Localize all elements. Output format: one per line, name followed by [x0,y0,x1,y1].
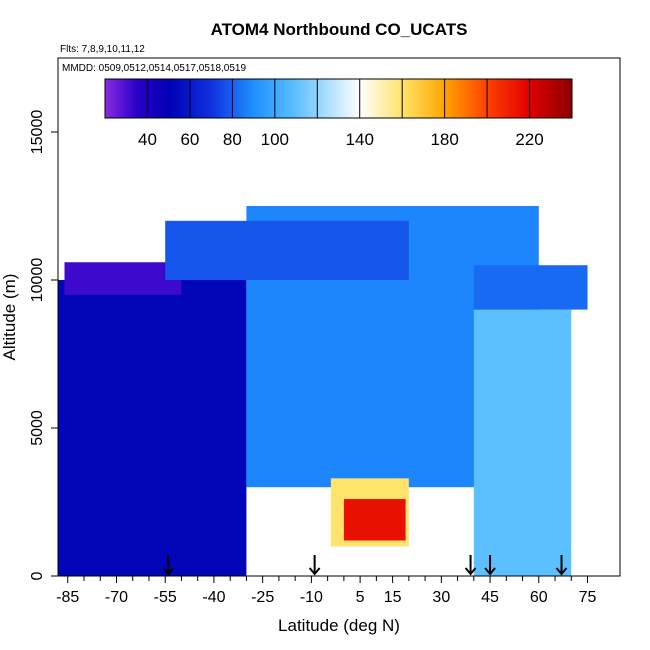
x-tick-label: -85 [56,589,79,606]
x-tick-label: 45 [481,589,499,606]
profile-marker-arrowhead [464,567,477,576]
y-tick-label: 0 [29,571,46,580]
x-tick-label: -55 [154,589,177,606]
heatmap-region-southern-high-latitudes [58,280,247,576]
heatmap-region-southern-upper-troposphere [64,262,182,295]
x-tick-label: 15 [384,589,402,606]
profile-markers [162,555,568,576]
heatmap-region-tropical-boundary-layer-plume-core [343,499,406,541]
colorbar: 40 60 80 100 140 180 220 [104,78,573,149]
colorbar-tick-label: 80 [223,130,242,149]
x-tick-label: -40 [202,589,225,606]
flights-label: Flts: 7,8,9,10,11,12 [60,44,145,55]
plot-frame [57,57,621,577]
colorbar-tick-label: 60 [180,130,199,149]
dates-label: MMDD: 0509,0512,0514,0517,0518,0519 [62,63,246,74]
x-tick-label: -25 [251,589,274,606]
x-tick-label: 75 [579,589,597,606]
y-tick-label: 5000 [29,410,46,446]
colorbar-tick-label: 140 [346,130,374,149]
x-tick-label: -10 [300,589,323,606]
heatmap-region-northern-upper-troposphere [473,265,588,310]
profile-marker-arrowhead [308,567,321,576]
y-tick-label: 15000 [29,110,46,155]
x-axis-label: Latitude (deg N) [278,616,400,635]
profile-marker-arrowhead [484,567,496,576]
heatmap-region-northern-midlatitudes [473,309,572,576]
heatmap-field [58,206,588,576]
colorbar-tick-label: 40 [138,130,157,149]
colorbar-tick-label: 220 [515,130,543,149]
colorbar-tick-label: 100 [261,130,289,149]
x-tick-label: 5 [356,589,365,606]
chart-title: ATOM4 Northbound CO_UCATS [211,20,468,39]
y-axis-label: Altitude (m) [0,274,19,361]
x-tick-label: -70 [105,589,128,606]
profile-marker-arrowhead [555,567,568,576]
profile-marker-arrowhead [162,567,175,576]
colorbar-tick-label: 180 [430,130,458,149]
x-axis: -85 -70 -55 -40 -25 -10 5 15 30 45 60 75 [56,576,597,606]
colorbar-gradient [104,78,573,119]
heatmap-region-southern-upper-troposphere-band [165,220,409,280]
y-axis: 0 5000 10000 15000 [29,110,58,580]
y-tick-label: 10000 [29,258,46,303]
x-tick-label: 30 [432,589,450,606]
x-tick-label: 60 [530,589,548,606]
